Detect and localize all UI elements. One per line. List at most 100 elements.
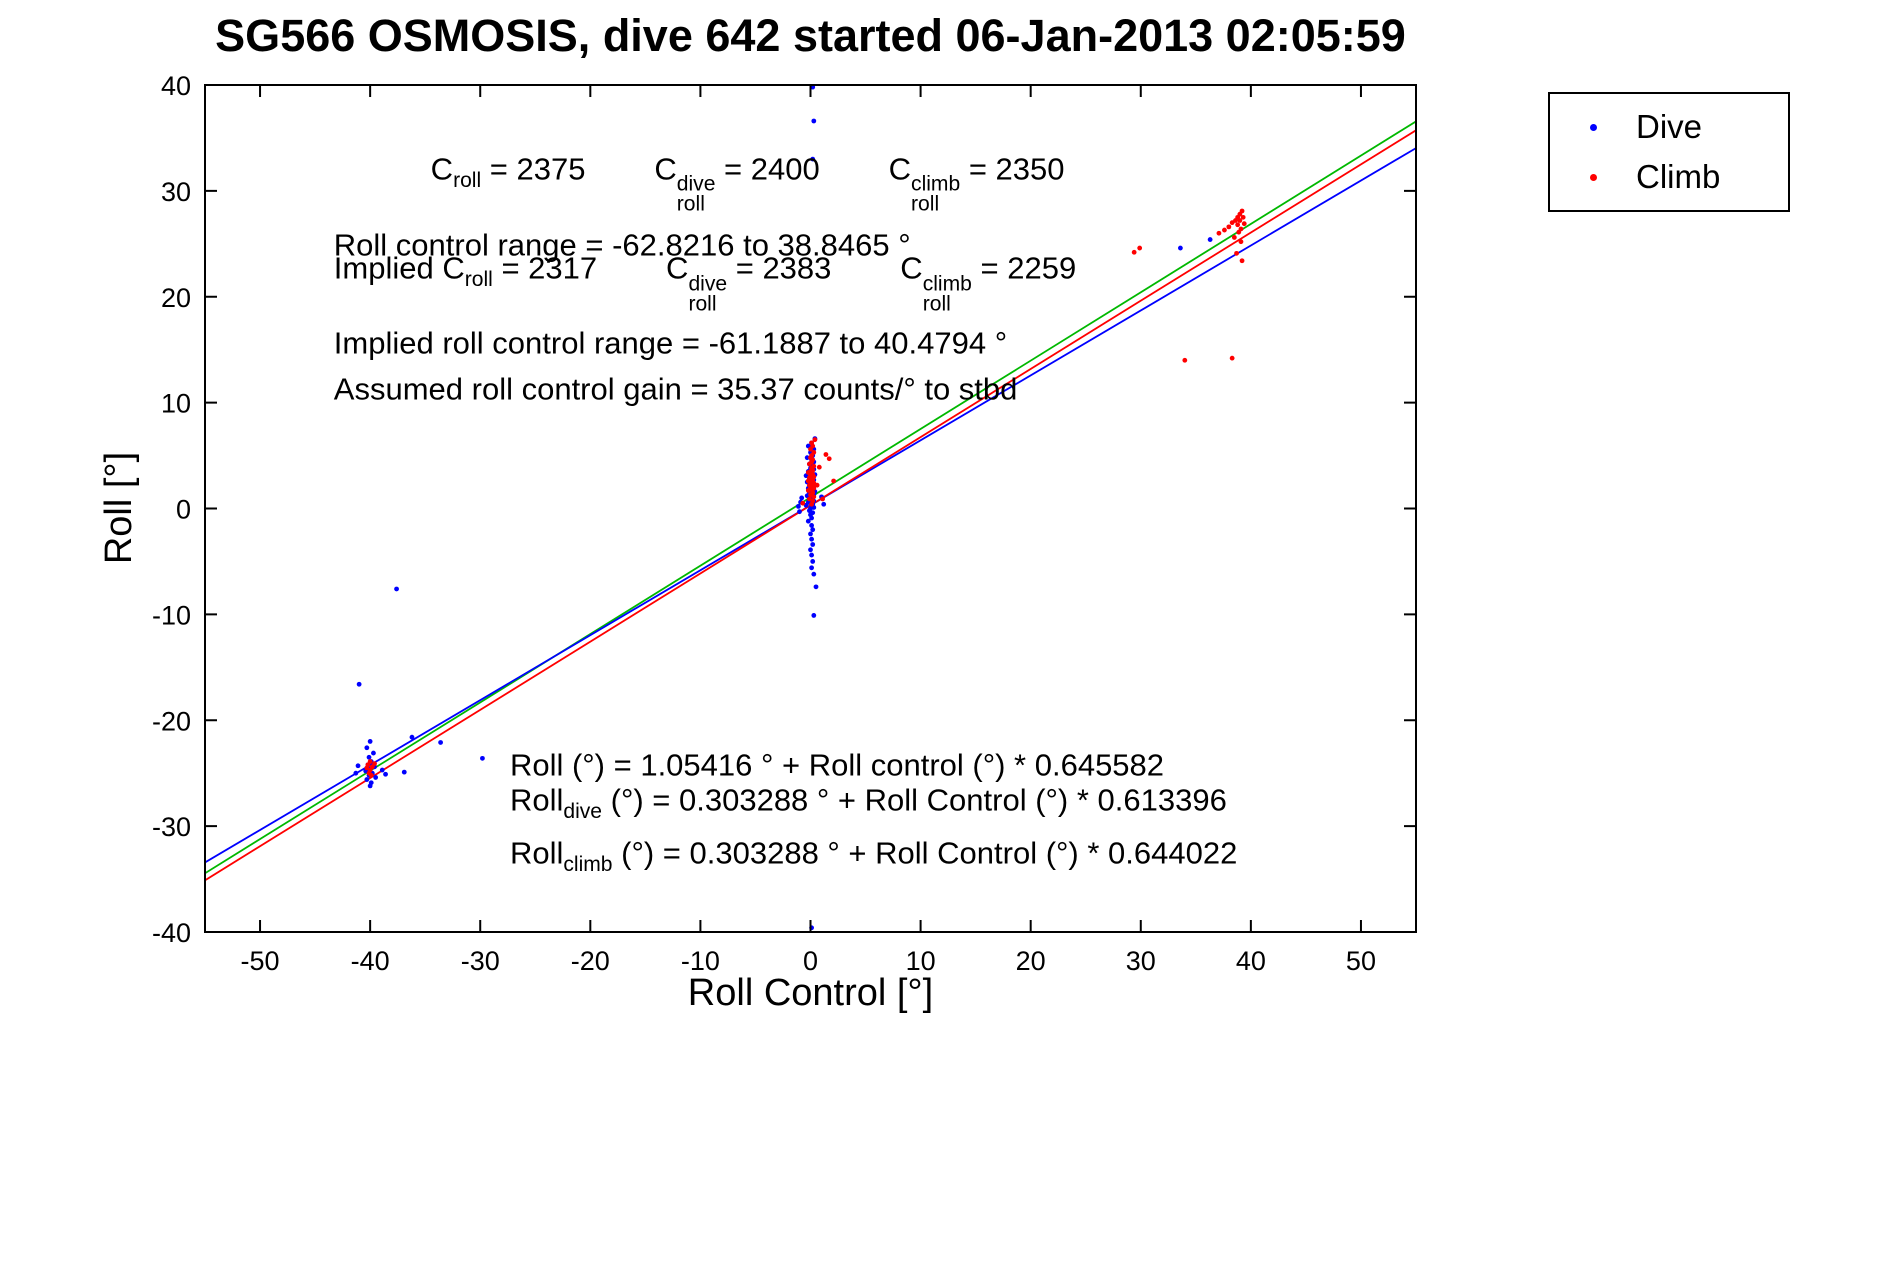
scatter-points [353, 85, 1247, 931]
data-point-dive [810, 85, 816, 90]
data-point-dive [373, 775, 379, 780]
data-point-dive [364, 745, 370, 751]
data-point-climb [1238, 239, 1244, 245]
data-point-dive [810, 527, 816, 533]
data-point-dive [811, 571, 817, 577]
data-point-climb [1234, 250, 1239, 256]
y-tick-label: 0 [176, 495, 191, 525]
y-tick-label: 30 [161, 177, 191, 207]
y-tick-label: -40 [152, 918, 191, 948]
data-point-dive [371, 750, 376, 756]
data-point-dive [811, 118, 817, 124]
data-point-climb [811, 463, 817, 469]
data-point-climb [831, 478, 837, 484]
x-tick-label: 0 [803, 946, 818, 976]
annotation: Roll (°) = 1.05416 ° + Roll control (°) … [509, 747, 1165, 783]
x-tick-label: -10 [681, 946, 720, 976]
x-tick-label: -50 [241, 946, 280, 976]
climb-marker-icon [1550, 173, 1636, 181]
data-point-dive [810, 156, 816, 162]
data-point-climb [372, 761, 377, 767]
data-point-dive [795, 503, 801, 509]
data-point-climb [1229, 355, 1235, 361]
legend-item-dive: Dive [1550, 108, 1788, 146]
legend-label-dive: Dive [1636, 108, 1703, 145]
data-point-dive [809, 515, 815, 521]
data-point-dive [809, 552, 815, 558]
data-point-climb [820, 496, 826, 502]
annotation: Roll control range = -62.8216 to 38.8465… [333, 227, 911, 263]
legend-item-climb: Climb [1550, 158, 1788, 196]
data-point-dive [797, 509, 802, 515]
data-point-climb [1237, 218, 1243, 223]
data-point-dive [366, 754, 372, 760]
data-point-climb [1216, 230, 1222, 236]
annotation: Assumed roll control gain = 35.37 counts… [333, 371, 1018, 407]
data-point-dive [394, 586, 399, 592]
data-point-climb [1137, 245, 1143, 251]
data-point-climb [823, 452, 829, 457]
y-axis-label: Roll [°] [98, 451, 140, 565]
data-point-climb [1235, 222, 1241, 228]
data-point-climb [1131, 249, 1137, 255]
data-point-dive [809, 523, 815, 528]
x-tick-label: -20 [571, 946, 610, 976]
chart-title: SG566 OSMOSIS, dive 642 started 06-Jan-2… [215, 10, 1406, 61]
data-point-dive [353, 770, 359, 776]
data-point-dive [808, 547, 813, 553]
data-point-climb [1241, 221, 1247, 227]
x-tick-label: 30 [1126, 946, 1156, 976]
data-point-dive [383, 771, 388, 777]
y-tick-label: -20 [152, 706, 191, 736]
data-point-climb [368, 772, 374, 778]
x-tick-label: 40 [1236, 946, 1266, 976]
x-tick-label: -30 [461, 946, 500, 976]
x-tick-label: -40 [351, 946, 390, 976]
data-point-dive [438, 740, 443, 745]
data-point-dive [808, 531, 813, 537]
data-point-dive [355, 763, 361, 769]
data-point-climb [1239, 258, 1245, 264]
data-point-climb [826, 456, 832, 462]
data-point-dive [480, 755, 485, 761]
y-tick-label: -30 [152, 812, 191, 842]
data-point-dive [809, 536, 815, 542]
x-tick-label: 20 [1016, 946, 1046, 976]
y-tick-label: -10 [152, 600, 191, 630]
data-point-climb [364, 765, 370, 771]
annotation: Rolldive (°) = 0.303288 ° + Roll Control… [509, 782, 1227, 823]
y-tick-label: 20 [161, 283, 191, 313]
y-tick-label: 10 [161, 389, 191, 419]
data-point-dive [1207, 237, 1213, 242]
legend: Dive Climb [1548, 92, 1790, 212]
data-point-dive [799, 495, 805, 501]
data-point-dive [805, 518, 811, 524]
data-point-climb [1231, 235, 1237, 240]
data-point-dive [810, 559, 816, 564]
data-point-climb [816, 464, 822, 470]
data-point-climb [1182, 357, 1188, 363]
data-point-dive [804, 455, 810, 461]
data-point-dive [401, 769, 407, 775]
x-tick-label: 10 [906, 946, 936, 976]
data-point-dive [379, 767, 385, 773]
data-point-climb [1240, 214, 1246, 220]
data-point-dive [813, 584, 819, 590]
data-point-climb [814, 482, 820, 488]
legend-label-climb: Climb [1636, 158, 1721, 195]
dive-marker-icon [1550, 123, 1636, 131]
data-point-dive [409, 734, 415, 740]
data-point-dive [1178, 245, 1183, 251]
x-tick-label: 50 [1346, 946, 1376, 976]
data-point-dive [809, 565, 815, 571]
data-point-dive [821, 501, 827, 507]
annotation: Rollclimb (°) = 0.303288 ° + Roll Contro… [509, 835, 1238, 876]
data-point-dive [356, 681, 362, 687]
data-point-climb [1222, 227, 1227, 233]
data-point-dive [364, 777, 370, 782]
data-point-climb [1236, 229, 1242, 235]
data-point-climb [806, 496, 812, 502]
